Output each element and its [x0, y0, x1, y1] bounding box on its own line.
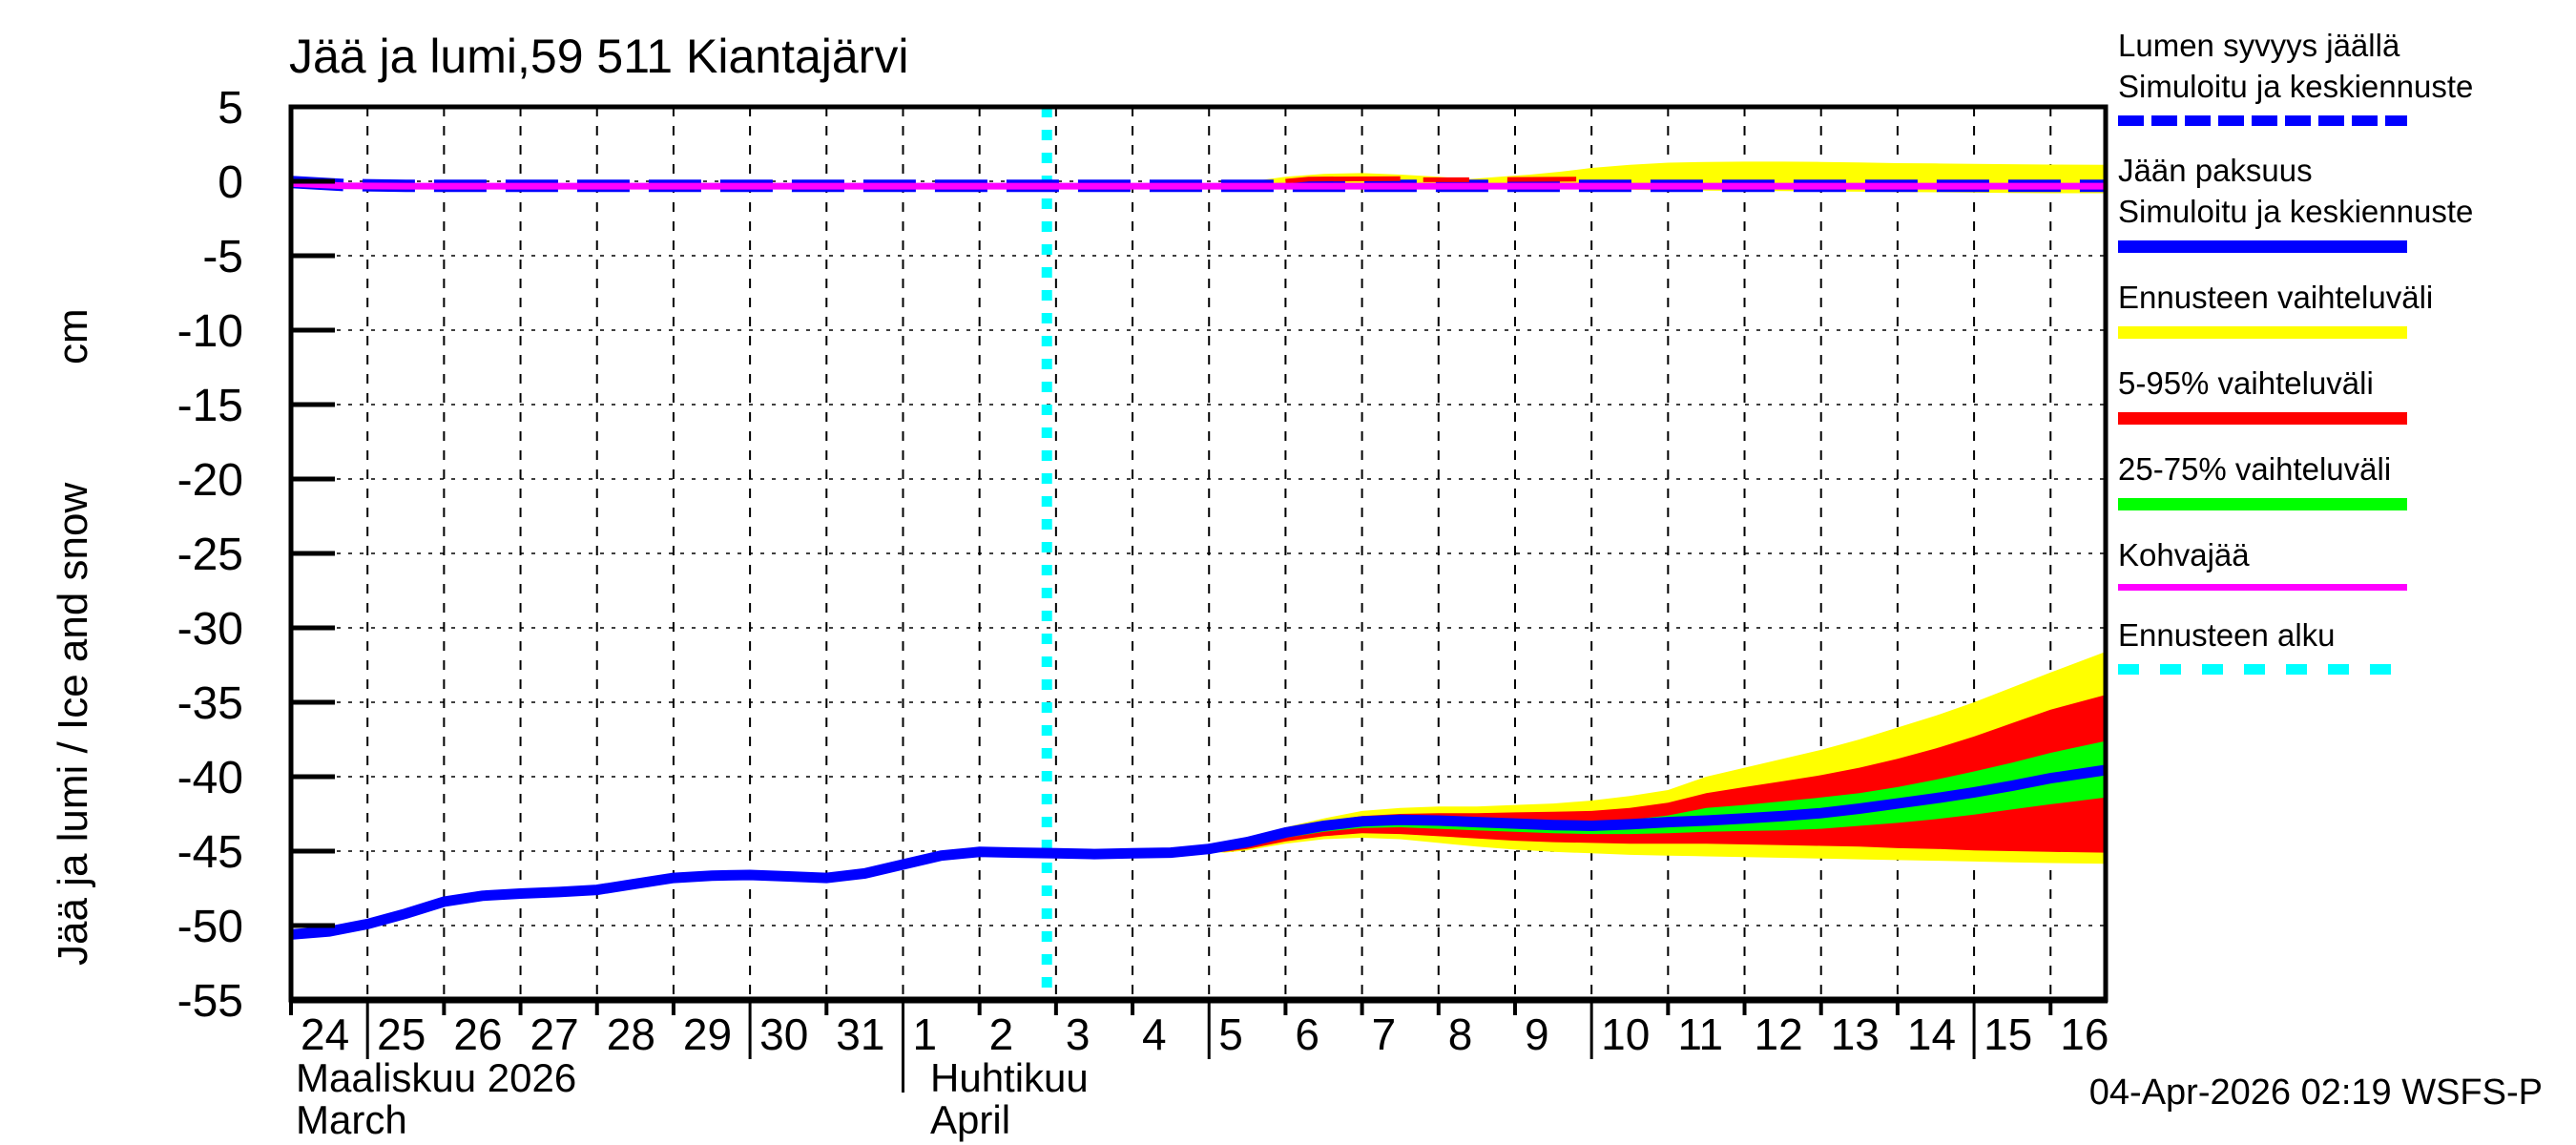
- x-tick-label: 6: [1295, 1010, 1319, 1059]
- legend-line-sample-range-5-95: [2118, 412, 2407, 425]
- y-tick-label: -35: [177, 678, 243, 729]
- legend-line-sample-ice-thickness: [2118, 240, 2407, 253]
- x-tick-label: 26: [453, 1010, 502, 1059]
- x-tick-label: 15: [1984, 1010, 2032, 1059]
- y-axis: 5 0 -5 -10 -15 -20 -25 -30 -35 -40 -45 -50 -55: [177, 83, 335, 1027]
- legend-label: Jään paksuus: [2118, 153, 2313, 188]
- y-axis-unit-label: cm: [50, 308, 96, 364]
- x-tick-label: 12: [1755, 1010, 1803, 1059]
- series-snow-5-95-a: [1285, 176, 1401, 184]
- x-tick-label: 24: [301, 1010, 349, 1059]
- legend-entry-forecast-range: Ennusteen vaihteluväli: [2118, 277, 2557, 339]
- x-tick-label: 13: [1831, 1010, 1880, 1059]
- month-label-april-en: April: [930, 1097, 1011, 1142]
- x-tick-label: 7: [1372, 1010, 1397, 1059]
- y-tick-label: -15: [177, 381, 243, 431]
- x-tick-label: 14: [1907, 1010, 1956, 1059]
- series-kohvajaa: [290, 179, 2106, 190]
- legend-line-sample-range-25-75: [2118, 498, 2407, 510]
- x-tick-label: 30: [759, 1010, 808, 1059]
- legend-label-line2: Simuloitu ja keskiennuste: [2118, 194, 2474, 229]
- y-tick-label: -5: [202, 232, 243, 282]
- legend-line-sample-kohvajaa: [2118, 584, 2407, 591]
- y-tick-label: -25: [177, 530, 243, 580]
- chart-title: Jää ja lumi,59 511 Kiantajärvi: [289, 30, 909, 83]
- x-tick-label: 16: [2060, 1010, 2109, 1059]
- x-axis: 24 25 26 27 28 29 30 31 1 2 3 4 5 6 7 8 9 10 11 12 13 14 15 16: [289, 1000, 2109, 1093]
- legend-entry-range-5-95: 5-95% vaihteluväli: [2118, 363, 2557, 425]
- legend-label: 5-95% vaihteluväli: [2118, 365, 2374, 401]
- legend-label: Kohvajää: [2118, 537, 2250, 572]
- legend-label: Lumen syvyys jäällä: [2118, 28, 2400, 63]
- legend-label: Ennusteen vaihteluväli: [2118, 280, 2434, 315]
- y-tick-label: -20: [177, 455, 243, 506]
- x-tick-label: 27: [530, 1010, 579, 1059]
- y-tick-label: -30: [177, 604, 243, 655]
- x-tick-label: 31: [836, 1010, 884, 1059]
- x-tick-label: 2: [989, 1010, 1014, 1059]
- y-tick-label: -10: [177, 306, 243, 357]
- x-tick-label: 28: [607, 1010, 655, 1059]
- x-tick-label: 3: [1066, 1010, 1091, 1059]
- month-label-march-en: March: [296, 1097, 407, 1142]
- x-tick-label: 10: [1601, 1010, 1650, 1059]
- legend-entry-snow-depth: Lumen syvyys jäällä Simuloitu ja keskienn…: [2118, 25, 2557, 126]
- legend-label-line2: Simuloitu ja keskiennuste: [2118, 69, 2474, 104]
- y-tick-label: -55: [177, 976, 243, 1027]
- legend-line-sample-forecast-start: [2118, 664, 2407, 675]
- x-tick-label: 8: [1448, 1010, 1473, 1059]
- y-tick-label: -50: [177, 902, 243, 952]
- x-tick-label: 4: [1142, 1010, 1167, 1059]
- legend-entry-range-25-75: 25-75% vaihteluväli: [2118, 448, 2557, 510]
- legend-entry-forecast-start: Ennusteen alku: [2118, 614, 2557, 675]
- legend-entry-kohvajaa: Kohvajää: [2118, 534, 2557, 591]
- generation-timestamp: 04-Apr-2026 02:19 WSFS-P: [2088, 1072, 2543, 1113]
- gridlines: [291, 106, 2106, 1000]
- legend-label: 25-75% vaihteluväli: [2118, 451, 2392, 487]
- series-ice-thickness: [290, 764, 2107, 940]
- x-tick-label: 9: [1525, 1010, 1549, 1059]
- y-axis-label: Jää ja lumi / Ice and snow: [50, 482, 96, 966]
- x-tick-label: 25: [377, 1010, 426, 1059]
- legend-line-sample-snow-depth: [2118, 115, 2407, 126]
- month-label-march-fi: Maaliskuu 2026: [296, 1055, 577, 1100]
- x-tick-label: 5: [1218, 1010, 1243, 1059]
- y-tick-label: 0: [218, 157, 243, 208]
- y-tick-label: 5: [218, 83, 243, 134]
- x-tick-label: 11: [1677, 1010, 1723, 1059]
- legend: Lumen syvyys jäällä Simuloitu ja keskienn…: [2118, 25, 2557, 698]
- x-tick-label: 1: [912, 1010, 937, 1059]
- legend-entry-ice-thickness: Jään paksuus Simuloitu ja keskiennuste: [2118, 150, 2557, 253]
- y-tick-label: -45: [177, 827, 243, 878]
- y-tick-label: -40: [177, 753, 243, 803]
- legend-line-sample-forecast-range: [2118, 326, 2407, 339]
- month-label-april-fi: Huhtikuu: [930, 1055, 1089, 1100]
- legend-label: Ennusteen alku: [2118, 617, 2336, 653]
- x-tick-label: 29: [683, 1010, 732, 1059]
